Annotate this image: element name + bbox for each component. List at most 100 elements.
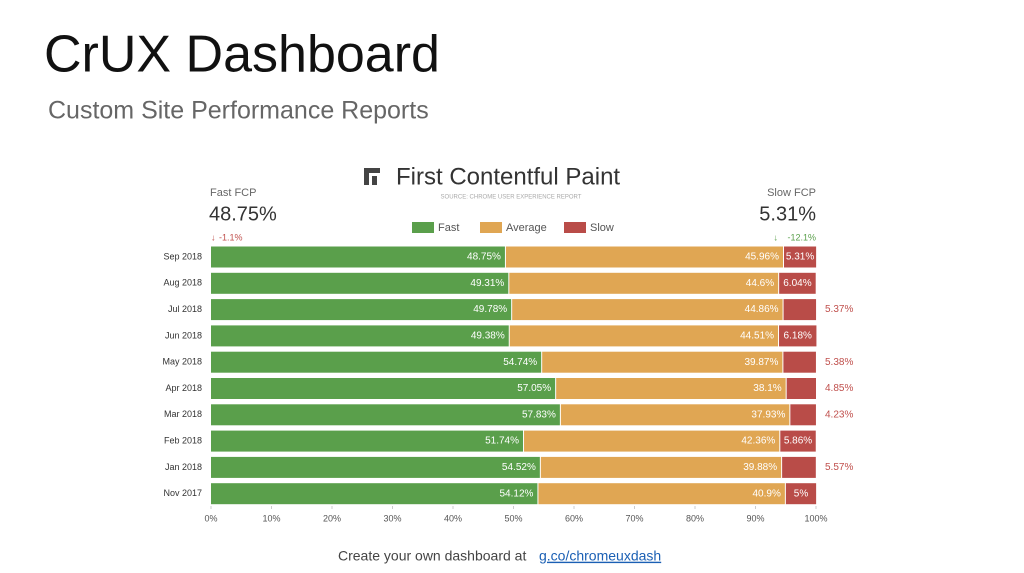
y-tick-label: Mar 2018 [164,409,202,419]
y-tick-label: Aug 2018 [163,278,202,288]
bar-segment [783,299,817,321]
x-tick-label: 30% [383,513,401,523]
value-label: 5.31% [786,252,814,263]
kpi-arrow: ↓ [774,232,779,242]
slide-subtitle: Custom Site Performance Reports [48,97,429,125]
bar-segment [211,404,560,426]
value-label: 57.83% [522,409,556,420]
bar-segment [779,325,817,347]
value-label: 37.93% [751,409,785,420]
value-label: 5.37% [825,304,853,315]
value-label: 54.12% [500,488,534,499]
value-label: 42.36% [741,436,775,447]
value-label: 49.78% [473,304,507,315]
bar-segment [556,378,786,399]
value-label: 38.1% [753,383,781,394]
y-tick-label: Jan 2018 [165,462,202,472]
bar-segment [538,483,785,505]
y-tick-label: Sep 2018 [163,251,202,261]
value-label: 6.04% [783,278,811,289]
value-label: 44.51% [740,331,774,342]
y-tick-label: Feb 2018 [164,435,202,445]
bar-segment [560,404,790,426]
bar-segment [786,378,816,399]
value-label: 54.52% [502,462,536,473]
bar-segment [524,430,780,452]
bar-segment [211,456,540,478]
x-tick-label: 20% [323,513,341,523]
x-tick-label: 90% [746,513,764,523]
chart-icon [364,168,380,185]
value-label: 39.88% [743,462,777,473]
value-label: 44.86% [745,304,779,315]
legend-swatch [480,222,502,233]
value-label: 49.31% [470,278,504,289]
bar-segment [211,272,509,294]
bar-segment [782,456,816,478]
bar-segment [780,430,816,452]
y-tick-label: Nov 2017 [163,488,202,498]
legend-label: Average [506,222,547,234]
bar-segment [785,483,817,505]
bar-segment [542,351,783,373]
value-label: 5.57% [825,462,853,473]
bar-segment [211,246,505,268]
x-tick-label: 10% [262,513,280,523]
bar-segment [779,272,816,294]
bar-segment [509,325,779,347]
value-label: 57.05% [517,383,551,394]
value-label: 49.38% [471,331,505,342]
x-tick-label: 50% [504,513,522,523]
bar-segment [783,246,817,268]
kpi-change: -12.1% [787,232,816,242]
value-label: 39.87% [744,357,778,368]
chart-source: SOURCE: CHROME USER EXPERIENCE REPORT [441,195,582,201]
bar-segment [783,351,816,373]
x-tick-label: 40% [444,513,462,523]
value-label: 5% [794,488,809,499]
kpi-value: 48.75% [209,203,277,225]
x-tick-label: 60% [565,513,583,523]
bar-segment [211,299,512,321]
value-label: 45.96% [745,252,779,263]
bar-segment [211,430,524,452]
value-label: 48.75% [467,252,501,263]
value-label: 44.6% [746,278,774,289]
bar-segment [211,351,542,373]
value-label: 40.9% [753,488,781,499]
footer-text: Create your own dashboard at [338,548,526,564]
x-tick-label: 100% [804,513,827,523]
bar-segment [509,272,779,294]
y-tick-label: Jul 2018 [168,304,202,314]
bar-segment [790,404,816,426]
legend-label: Slow [590,222,614,234]
x-tick-label: 0% [204,513,217,523]
kpi-change: -1.1% [219,232,243,242]
legend-label: Fast [438,222,459,234]
value-label: 51.74% [485,436,519,447]
y-tick-label: Apr 2018 [165,383,202,393]
value-label: 6.18% [784,331,812,342]
value-label: 5.86% [784,436,812,447]
footer-link[interactable]: g.co/chromeuxdash [539,548,661,564]
kpi-label: Slow FCP [767,187,816,199]
kpi-arrow: ↓ [211,232,216,242]
bar-segment [505,246,783,268]
y-tick-label: Jun 2018 [165,330,202,340]
value-label: 54.74% [503,357,537,368]
bar-segment [211,483,538,505]
bar-segment [540,456,782,478]
value-label: 4.85% [825,383,853,394]
kpi-value: 5.31% [759,203,816,225]
y-tick-label: May 2018 [162,357,202,367]
value-label: 5.38% [825,357,853,368]
chart-title: First Contentful Paint [396,163,620,190]
value-label: 4.23% [825,409,853,420]
kpi-label: Fast FCP [210,187,256,199]
x-tick-label: 80% [686,513,704,523]
bar-segment [512,299,783,321]
legend-swatch [564,222,586,233]
legend-swatch [412,222,434,233]
bar-segment [211,378,556,399]
